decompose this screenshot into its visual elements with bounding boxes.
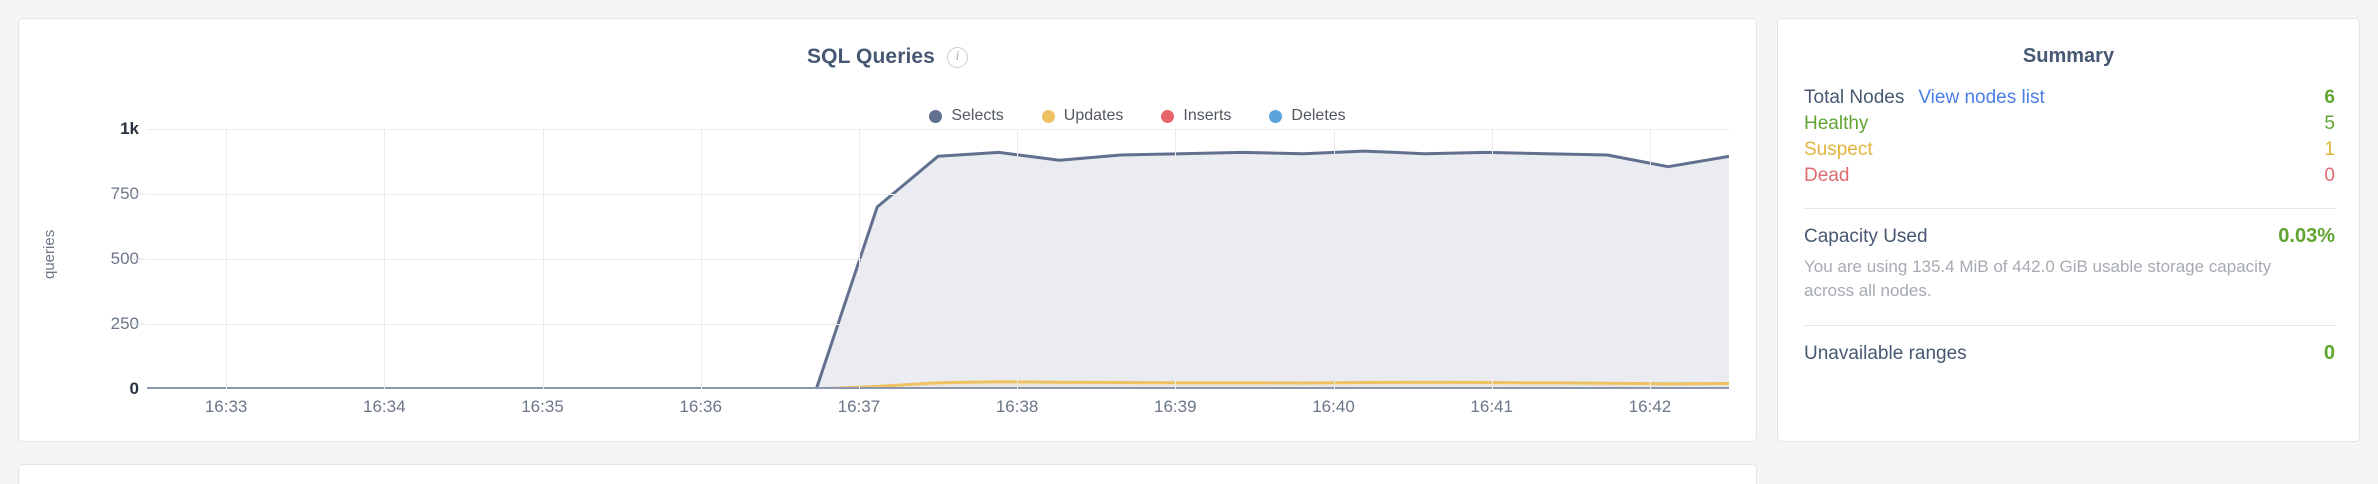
x-tick-label: 16:38 [995,397,1039,416]
node-status-label: Healthy [1804,113,1869,134]
x-axis-line [147,387,1729,389]
node-status-row-dead: Dead 0 [1804,165,2335,191]
divider [1804,325,2335,327]
legend-item-selects[interactable]: Selects [929,107,1004,125]
node-status-value: 0 [2324,165,2335,186]
x-tick-label: 16:37 [837,397,881,416]
chart-legend: Selects Updates Inserts Deletes [19,107,1756,125]
legend-label: Deletes [1291,107,1346,124]
y-tick-label: 0 [129,379,139,398]
legend-swatch-icon [1269,109,1283,123]
summary-title: Summary [2022,45,2115,67]
capacity-used-value: 0.03% [2278,225,2335,247]
x-tick-label: 16:33 [204,397,248,416]
node-status-row-healthy: Healthy 5 [1804,113,2335,139]
vertical-gridline [542,129,544,389]
y-tick-label: 250 [110,314,139,333]
total-nodes-value: 6 [2324,87,2335,108]
summary-card: Summary Total Nodes View nodes list 6 He… [1777,18,2360,442]
horizontal-gridline [147,129,1729,130]
y-axis-ticks: 0 250 500 750 1k [29,119,139,398]
legend-label: Selects [951,107,1004,124]
unavailable-ranges-row: Unavailable ranges 0 [1804,342,2335,365]
vertical-gridline [1649,129,1651,389]
node-status-value: 5 [2324,113,2335,134]
y-tick-mark [131,323,145,325]
y-tick-label: 500 [110,249,139,268]
legend-swatch-icon [1041,109,1055,123]
horizontal-gridline [147,194,1729,195]
next-chart-card [18,464,1757,484]
vertical-gridline [1017,129,1019,389]
node-status-rows: Healthy 5 Suspect 1 Dead 0 [1804,113,2335,191]
x-tick-label: 16:41 [1470,397,1513,416]
legend-swatch-icon [1161,109,1175,123]
node-status-label: Suspect [1804,139,1873,160]
unavailable-ranges-value: 0 [2323,342,2335,365]
unavailable-ranges-label: Unavailable ranges [1804,343,1967,365]
x-tick-label: 16:40 [1312,397,1355,416]
x-tick-label: 16:35 [521,397,564,416]
sql-queries-chart-card: SQL Queries i Selects Updates Inserts Delet… [18,18,1757,442]
total-nodes-label: Total Nodes [1804,87,1905,108]
total-nodes-row: Total Nodes View nodes list 6 [1804,87,2335,113]
legend-item-updates[interactable]: Updates [1041,107,1124,125]
horizontal-gridline [147,324,1729,325]
capacity-description: You are using 135.4 MiB of 442.0 GiB usa… [1804,257,2272,301]
page-title: SQL Queries [807,45,935,68]
vertical-gridline [858,129,860,389]
vertical-gridline [1333,129,1335,389]
divider [1804,208,2335,209]
vertical-gridline [384,129,386,389]
legend-item-deletes[interactable]: Deletes [1269,107,1346,125]
capacity-used-row: Capacity Used 0.03% [1804,225,2335,248]
vertical-gridline [1491,129,1493,389]
capacity-used-label: Capacity Used [1804,226,1928,247]
legend-label: Updates [1063,107,1124,124]
node-status-label: Dead [1804,165,1850,186]
chart-header: SQL Queries i [19,45,1756,69]
x-tick-label: 16:36 [679,397,722,416]
x-tick-label: 16:34 [363,397,406,416]
node-status-row-suspect: Suspect 1 [1804,139,2335,165]
y-tick-mark [131,193,145,195]
vertical-gridline [700,129,702,389]
view-nodes-list-link[interactable]: View nodes list [1918,87,2045,108]
x-tick-label: 16:42 [1628,397,1672,416]
horizontal-gridline [147,259,1729,260]
y-tick-mark [131,258,145,260]
vertical-gridline [1175,129,1177,389]
legend-item-inserts[interactable]: Inserts [1161,107,1231,125]
x-tick-label: 16:39 [1154,397,1197,416]
chart-plot-area: queries 0 250 500 750 1k 16:33 16:34 16:35 16:3… [19,119,1758,429]
summary-body: Total Nodes View nodes list 6 Healthy 5 Su… [1804,87,2335,365]
node-status-value: 1 [2324,139,2335,160]
info-icon[interactable]: i [946,46,968,68]
legend-swatch-icon [929,109,943,123]
legend-label: Inserts [1183,107,1232,124]
y-tick-label: 750 [110,184,139,203]
chart-canvas [147,129,1730,391]
vertical-gridline [226,129,228,389]
y-tick-label: 1k [120,119,139,138]
